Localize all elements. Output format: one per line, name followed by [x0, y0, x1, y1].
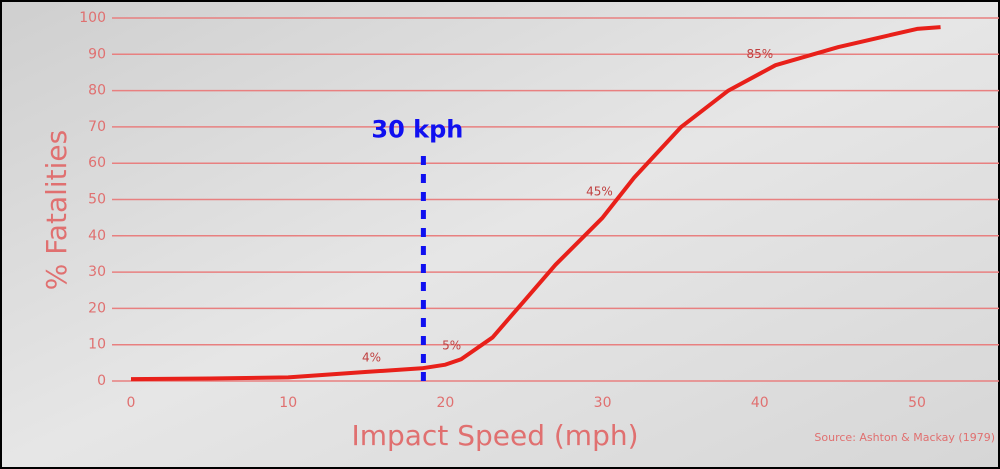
y-tick-label: 50: [88, 192, 106, 208]
y-tick-label: 70: [88, 119, 106, 135]
x-tick-label: 30: [594, 395, 612, 411]
reference-label: 30 kph: [371, 116, 463, 144]
background: [1, 1, 999, 468]
annotation: 85%: [746, 47, 773, 61]
chart: % Fatalities Impact Speed (mph) Source: …: [0, 0, 1000, 469]
annotation: 4%: [362, 351, 381, 365]
source: Source: Ashton & Mackay (1979): [814, 431, 995, 444]
y-tick-label: 30: [88, 264, 106, 280]
y-tick-label: 20: [88, 300, 106, 316]
y-tick-label: 40: [88, 228, 106, 244]
y-tick-label: 100: [79, 10, 106, 26]
x-axis-label: Impact Speed (mph): [351, 419, 638, 452]
x-tick-label: 20: [436, 395, 454, 411]
annotation: 45%: [586, 185, 613, 199]
y-tick-label: 10: [88, 337, 106, 353]
y-tick-label: 60: [88, 155, 106, 171]
y-tick-label: 90: [88, 46, 106, 62]
y-tick-label: 0: [97, 373, 106, 389]
x-tick-label: 50: [908, 395, 926, 411]
y-tick-label: 80: [88, 83, 106, 99]
annotation: 5%: [442, 339, 461, 353]
x-tick-label: 0: [127, 395, 136, 411]
y-axis-label: % Fatalities: [40, 130, 73, 290]
x-tick-label: 10: [279, 395, 297, 411]
x-tick-label: 40: [751, 395, 769, 411]
